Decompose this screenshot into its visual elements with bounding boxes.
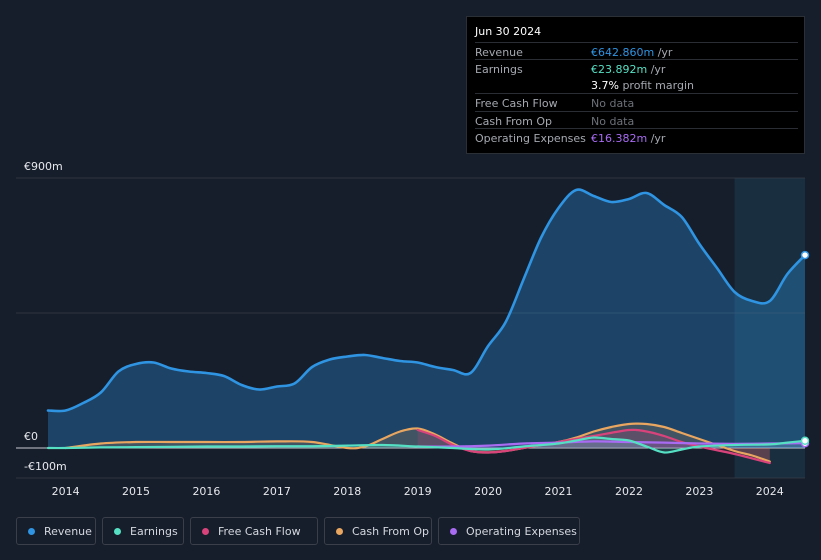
x-tick-label: 2018 bbox=[333, 485, 361, 498]
tooltip-date: Jun 30 2024 bbox=[475, 25, 542, 38]
tooltip-label: Operating Expenses bbox=[475, 132, 586, 145]
tooltip-unit: profit margin bbox=[622, 79, 694, 92]
y-tick-label-top: €900m bbox=[24, 160, 63, 173]
legend-label: Operating Expenses bbox=[466, 525, 577, 538]
legend-item-operating-expenses[interactable]: Operating Expenses bbox=[438, 517, 580, 545]
line-earnings bbox=[46, 436, 807, 454]
tooltip-value: €23.892m bbox=[591, 63, 648, 76]
legend-label: Revenue bbox=[44, 525, 92, 538]
legend-item-earnings[interactable]: Earnings bbox=[102, 517, 184, 545]
legend-dot-icon bbox=[450, 528, 457, 535]
x-axis-ticks: 2014 2015 2016 2017 2018 2019 2020 2021 2022 2023… bbox=[52, 485, 784, 498]
tooltip-row-opex: Operating Expenses €16.382m /yr bbox=[475, 128, 798, 146]
tooltip-value: €642.860m bbox=[591, 46, 655, 59]
tooltip-row-revenue: Revenue €642.860m /yr bbox=[475, 42, 798, 60]
legend-dot-icon bbox=[28, 528, 35, 535]
line-opex bbox=[416, 440, 807, 448]
area-fcf bbox=[417, 429, 770, 463]
tooltip-row-cfo: Cash From Op No data bbox=[475, 111, 798, 129]
tooltip-label: Earnings bbox=[475, 63, 523, 76]
tooltip-unit: /yr bbox=[657, 46, 673, 59]
end-markers bbox=[800, 250, 810, 448]
tooltip-label: Cash From Op bbox=[475, 115, 553, 128]
tooltip-label: Free Cash Flow bbox=[475, 97, 558, 110]
tooltip-unit: /yr bbox=[650, 63, 666, 76]
tooltip-label: Revenue bbox=[475, 46, 523, 59]
tooltip-panel: Jun 30 2024 Revenue €642.860m /yr Earnin… bbox=[466, 16, 805, 154]
tooltip-value: 3.7% bbox=[591, 79, 619, 92]
legend-item-cash-from-op[interactable]: Cash From Op bbox=[324, 517, 432, 545]
area-revenue bbox=[48, 189, 805, 448]
x-tick-label: 2023 bbox=[685, 485, 713, 498]
tooltip-row-margin: 3.7% profit margin bbox=[475, 76, 798, 93]
legend-dot-icon bbox=[336, 528, 343, 535]
tooltip-value: No data bbox=[591, 97, 635, 110]
x-tick-label: 2022 bbox=[615, 485, 643, 498]
legend-item-free-cash-flow[interactable]: Free Cash Flow bbox=[190, 517, 318, 545]
x-tick-label: 2014 bbox=[52, 485, 80, 498]
legend-label: Cash From Op bbox=[352, 525, 430, 538]
tooltip-row-fcf: Free Cash Flow No data bbox=[475, 93, 798, 111]
x-tick-label: 2019 bbox=[404, 485, 432, 498]
legend-item-revenue[interactable]: Revenue bbox=[16, 517, 96, 545]
x-tick-label: 2020 bbox=[474, 485, 502, 498]
x-tick-label: 2017 bbox=[263, 485, 291, 498]
legend-dot-icon bbox=[202, 528, 209, 535]
end-marker-earnings bbox=[800, 436, 810, 446]
legend-dot-icon bbox=[114, 528, 121, 535]
legend-label: Free Cash Flow bbox=[218, 525, 301, 538]
tooltip-unit: /yr bbox=[650, 132, 666, 145]
series-lines bbox=[46, 188, 807, 465]
tooltip-value: €16.382m bbox=[591, 132, 648, 145]
end-marker-revenue bbox=[800, 250, 810, 260]
tooltip-value: No data bbox=[591, 115, 635, 128]
x-tick-label: 2024 bbox=[756, 485, 784, 498]
y-tick-label-zero: €0 bbox=[24, 430, 38, 443]
tooltip-row-earnings: Earnings €23.892m /yr bbox=[475, 59, 798, 77]
area-cfo bbox=[65, 423, 770, 462]
y-tick-label-bottom: -€100m bbox=[24, 460, 67, 473]
x-tick-label: 2016 bbox=[192, 485, 220, 498]
x-tick-label: 2021 bbox=[545, 485, 573, 498]
line-revenue bbox=[46, 188, 807, 413]
x-tick-label: 2015 bbox=[122, 485, 150, 498]
forecast-highlight bbox=[734, 178, 805, 478]
legend-label: Earnings bbox=[130, 525, 178, 538]
